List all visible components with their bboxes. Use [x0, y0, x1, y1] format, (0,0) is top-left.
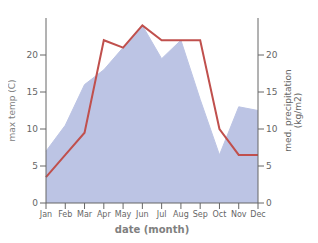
svg-text:10: 10	[27, 124, 39, 134]
svg-text:5: 5	[32, 161, 38, 171]
svg-text:Oct: Oct	[213, 210, 227, 219]
svg-text:Jan: Jan	[39, 210, 52, 219]
svg-text:Nov: Nov	[231, 210, 247, 219]
svg-text:Feb: Feb	[58, 210, 72, 219]
svg-text:May: May	[115, 210, 132, 219]
svg-text:date (month): date (month)	[115, 224, 189, 235]
svg-text:5: 5	[266, 161, 272, 171]
svg-text:15: 15	[27, 87, 38, 97]
svg-text:Dec: Dec	[250, 210, 265, 219]
svg-text:Jul: Jul	[156, 210, 167, 219]
svg-text:20: 20	[27, 50, 39, 60]
svg-text:med. precipitation(kg/m2): med. precipitation(kg/m2)	[283, 69, 303, 151]
svg-text:15: 15	[266, 87, 277, 97]
svg-text:max temp (C): max temp (C)	[8, 79, 17, 141]
svg-text:20: 20	[266, 50, 278, 60]
svg-text:Mar: Mar	[77, 210, 93, 219]
svg-text:Sep: Sep	[193, 210, 208, 219]
svg-text:Aug: Aug	[173, 210, 189, 219]
svg-text:Jun: Jun	[135, 210, 149, 219]
svg-text:10: 10	[266, 124, 278, 134]
svg-text:Apr: Apr	[97, 210, 112, 219]
svg-text:0: 0	[32, 198, 38, 208]
svg-text:0: 0	[266, 198, 272, 208]
